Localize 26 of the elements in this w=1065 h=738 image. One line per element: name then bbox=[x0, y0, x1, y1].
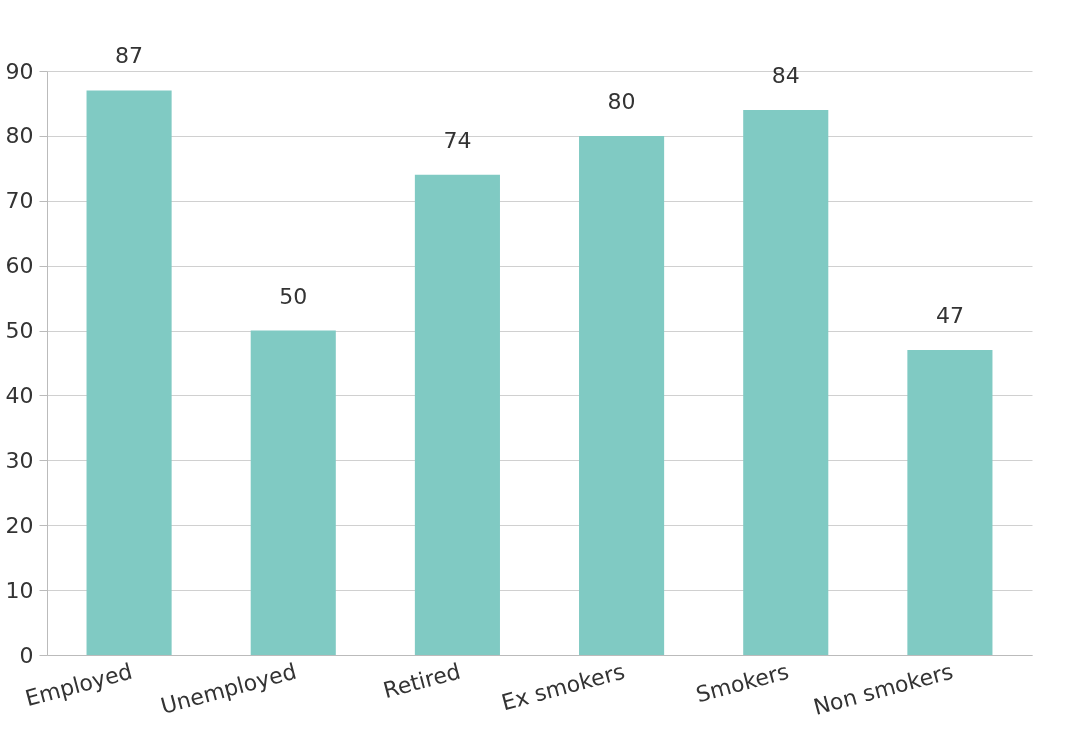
y-tick-label: 80 bbox=[5, 123, 34, 149]
x-tick-label: Non smokers bbox=[810, 658, 956, 720]
y-tick-label: 20 bbox=[5, 512, 34, 538]
bar bbox=[86, 90, 172, 655]
y-tick-label: 90 bbox=[5, 58, 34, 84]
y-tick-label: 30 bbox=[5, 447, 34, 473]
bar bbox=[250, 330, 336, 655]
data-label: 87 bbox=[115, 43, 144, 69]
y-tick-label: 0 bbox=[19, 642, 34, 668]
y-tick-label: 50 bbox=[5, 318, 34, 344]
data-label: 74 bbox=[443, 127, 472, 153]
bar bbox=[579, 135, 665, 655]
x-tick-label: Smokers bbox=[693, 658, 792, 708]
x-tick-label: Ex smokers bbox=[498, 658, 628, 716]
y-tick-label: 40 bbox=[5, 382, 34, 408]
y-tick-label: 10 bbox=[5, 577, 34, 603]
data-label: 80 bbox=[607, 88, 636, 114]
bar bbox=[414, 174, 500, 655]
y-tick-label: 60 bbox=[5, 253, 34, 279]
data-label: 47 bbox=[935, 303, 964, 329]
data-label: 84 bbox=[771, 62, 800, 88]
y-tick-label: 70 bbox=[5, 188, 34, 214]
bar bbox=[907, 350, 993, 655]
data-label: 50 bbox=[279, 283, 308, 309]
x-tick-label: Retired bbox=[380, 658, 464, 704]
bar bbox=[743, 109, 829, 655]
